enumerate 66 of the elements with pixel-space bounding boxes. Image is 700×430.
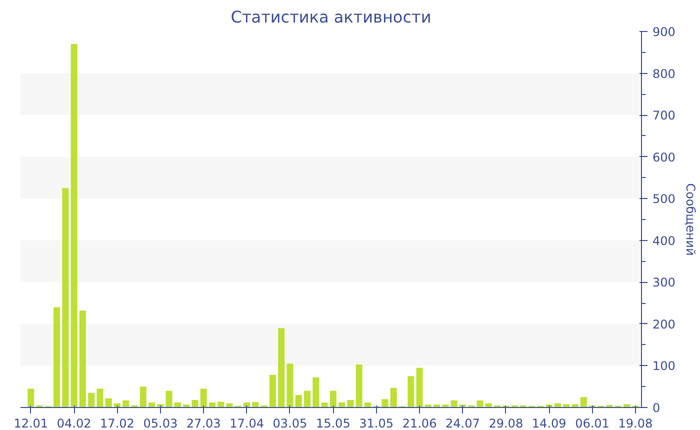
bar bbox=[476, 400, 484, 408]
y-tick-label: 600 bbox=[652, 150, 676, 164]
bar bbox=[364, 402, 371, 408]
x-tick-label: 05.03 bbox=[143, 416, 178, 430]
x-tick-label: 31.05 bbox=[359, 416, 394, 430]
bar bbox=[347, 400, 354, 408]
chart-title: Статистика активности bbox=[230, 8, 432, 26]
bar bbox=[330, 390, 336, 408]
x-tick-label: 06.01 bbox=[575, 416, 610, 430]
x-tick-label: 29.08 bbox=[488, 416, 524, 430]
bar bbox=[105, 398, 112, 408]
bar bbox=[200, 388, 207, 408]
bar bbox=[70, 44, 78, 408]
bar bbox=[54, 307, 60, 408]
bar bbox=[295, 394, 302, 408]
y-tick-label: 900 bbox=[652, 25, 676, 39]
bar bbox=[416, 368, 423, 408]
y-tick-label: 300 bbox=[652, 276, 676, 290]
bar bbox=[312, 377, 320, 408]
bar bbox=[580, 397, 587, 408]
bar bbox=[278, 328, 285, 408]
y-tick-label: 200 bbox=[652, 317, 676, 332]
bar bbox=[356, 364, 362, 408]
bar bbox=[624, 404, 630, 408]
bar bbox=[218, 402, 224, 408]
x-tick-label: 03.05 bbox=[272, 416, 308, 430]
x-tick-label: 04.02 bbox=[56, 416, 92, 430]
x-tick-label: 17.04 bbox=[230, 416, 264, 430]
bar bbox=[269, 374, 276, 408]
bar bbox=[28, 388, 34, 408]
x-tick-label: 17.02 bbox=[100, 416, 134, 430]
y-tick-label: 800 bbox=[652, 66, 676, 81]
x-tick-label: 12.01 bbox=[14, 416, 48, 430]
x-tick-label: 24.07 bbox=[446, 416, 480, 430]
bar bbox=[390, 388, 397, 408]
x-tick-label: 14.09 bbox=[532, 416, 566, 430]
bar bbox=[286, 364, 294, 408]
bar bbox=[304, 390, 310, 408]
bar bbox=[321, 402, 328, 408]
bar bbox=[252, 402, 259, 408]
bar bbox=[96, 388, 104, 408]
bar bbox=[382, 399, 388, 408]
y-tick-label: 500 bbox=[652, 192, 676, 206]
bar bbox=[209, 402, 216, 408]
bar bbox=[140, 386, 146, 408]
y-axis-title: Сообщений bbox=[683, 183, 698, 256]
bar bbox=[88, 392, 95, 408]
x-tick-label: 15.05 bbox=[316, 416, 350, 430]
y-tick-label: 100 bbox=[652, 359, 676, 374]
bar bbox=[174, 402, 181, 408]
bar bbox=[79, 310, 86, 408]
bar bbox=[62, 188, 69, 408]
bar bbox=[166, 390, 172, 408]
y-tick-label: 400 bbox=[652, 234, 676, 248]
x-tick-label: 27.03 bbox=[186, 416, 221, 430]
bar bbox=[408, 376, 414, 408]
bar bbox=[563, 404, 570, 408]
bar bbox=[122, 400, 130, 408]
bar bbox=[148, 402, 156, 408]
x-tick-label: 21.06 bbox=[402, 416, 437, 430]
y-tick-label: 700 bbox=[652, 108, 676, 123]
bar bbox=[450, 400, 458, 408]
bar bbox=[338, 402, 346, 408]
y-tick-label: 0 bbox=[652, 401, 660, 415]
x-tick-label: 19.08 bbox=[618, 416, 653, 430]
bar bbox=[192, 400, 198, 408]
